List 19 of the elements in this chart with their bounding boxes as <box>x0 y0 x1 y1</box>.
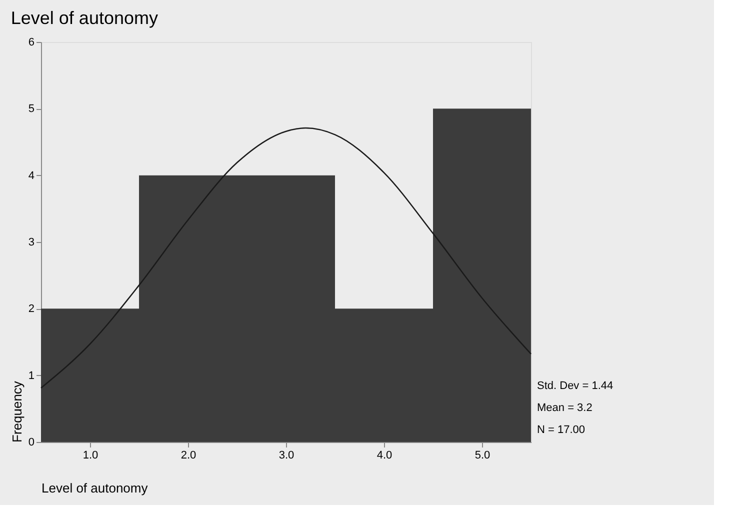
y-tick-label: 1 <box>28 370 34 382</box>
line-series <box>40 127 532 389</box>
y-tick-label: 5 <box>28 103 34 116</box>
x-tick-label: 5.0 <box>474 450 490 462</box>
x-tick-label: 2.0 <box>180 450 196 462</box>
y-tick-label: 4 <box>28 170 34 182</box>
x-tick-label: 3.0 <box>278 450 294 462</box>
x-tick-label: 1.0 <box>82 450 98 462</box>
text: Std. Dev = 1.44 <box>537 380 614 392</box>
y-tick-label: 2 <box>28 303 34 316</box>
y-axis-title: Frequency <box>9 380 24 442</box>
y-tick-label: 6 <box>28 36 34 48</box>
x-axis-title: Level of autonomy <box>42 480 148 496</box>
x-tick-label: 4.0 <box>376 450 392 462</box>
y-tick-label: 3 <box>28 236 34 248</box>
y-tick-label: 0 <box>28 436 34 448</box>
text: Mean = 3.2 <box>537 402 592 414</box>
chart-title: Level of autonomy <box>10 8 158 28</box>
text: N = 17.00 <box>537 424 586 436</box>
